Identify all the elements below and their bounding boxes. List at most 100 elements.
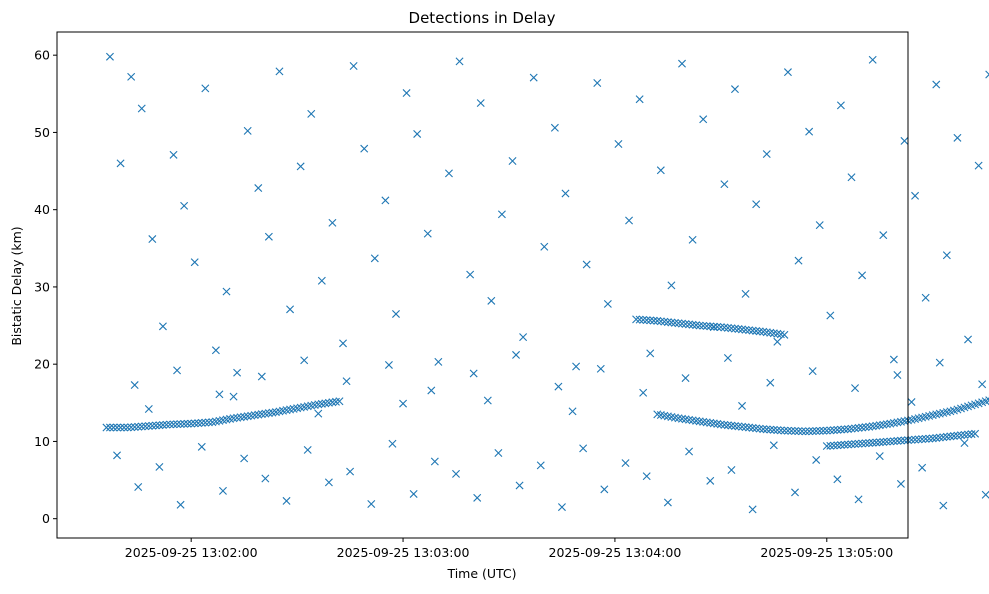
track-2-point [805,427,814,436]
clutter-point [730,85,739,94]
clutter-point [720,180,729,189]
clutter-point [303,445,312,454]
track-2-point [801,427,810,436]
clutter-point [985,70,989,79]
clutter-point [762,150,771,159]
track-1-point [187,419,196,428]
clutter-point [836,101,845,110]
x-tick-label: 2025-09-25 13:05:00 [760,545,893,560]
track-3-point [660,317,669,326]
track-2-point [738,422,747,431]
track-5-point [826,441,835,450]
clutter-point [494,449,503,458]
y-tick-label: 10 [34,434,50,449]
clutter-point [554,382,563,391]
clutter-point [391,309,400,318]
clutter-point [557,503,566,512]
clutter-point [466,270,475,279]
clutter-point [197,442,206,451]
clutter-point [444,169,453,178]
clutter-point [964,335,973,344]
clutter-point [738,401,747,410]
clutter-point [921,293,930,302]
data-marks [102,52,989,514]
track-2-point [815,426,824,435]
track-2-point [748,423,757,432]
track-1-point [130,423,139,432]
track-5-point [836,441,845,450]
track-2-point [787,426,796,435]
clutter-point [688,235,697,244]
clutter-point [858,271,867,280]
track-5-point [967,430,976,439]
track-2-point [836,425,845,434]
track-5-point [911,435,920,444]
track-2-point [819,426,828,435]
track-3-point [709,322,718,331]
clutter-point [621,459,630,468]
track-2-point [808,427,817,436]
clutter-point [367,500,376,508]
track-2-point [829,426,838,435]
clutter-point [932,80,941,89]
clutter-point [169,150,178,159]
track-1-point [127,423,136,432]
clutter-point [918,463,927,472]
clutter-point [476,99,485,108]
clutter-point [381,196,390,205]
track-2-point [769,425,778,434]
track-5-point [939,433,948,442]
x-axis-label: Time (UTC) [446,566,516,581]
track-1-point [102,423,111,432]
track-1-point [173,420,182,429]
plot-area-frame [56,31,909,539]
clutter-point [275,67,284,76]
clutter-point [360,144,369,153]
clutter-point [826,311,835,320]
clutter-point [370,254,379,263]
clutter-point [833,475,842,484]
track-2-point [755,424,764,433]
clutter-point [769,441,778,450]
track-3-point [720,323,729,332]
track-3-point [688,320,697,329]
clutter-point [603,299,612,308]
clutter-point [328,218,337,227]
track-5-point [914,435,923,444]
clutter-point [427,386,436,395]
track-1-point [194,419,203,428]
clutter-point [642,472,651,481]
clutter-point [699,115,708,124]
clutter-point [974,161,983,170]
track-5-point [851,440,860,448]
clutter-point [388,439,397,448]
clutter-point [593,78,602,87]
track-2-point [759,425,768,434]
clutter-point [515,481,524,490]
track-2-point [794,427,803,436]
clutter-point [900,136,909,145]
track-5-point [829,441,838,450]
track-2-point [745,423,754,432]
clutter-point [854,495,863,504]
clutter-point [240,454,249,463]
track-5-point [865,438,874,447]
clutter-point [978,380,987,389]
clutter-point [434,357,443,366]
track-1-point [166,420,174,429]
clutter-point [766,378,775,387]
track-3-point [649,316,658,325]
track-1-point [134,422,143,431]
track-2-point [822,426,831,435]
track-1-point [183,419,192,428]
clutter-point [752,200,761,209]
clutter-point [847,173,856,182]
track-3-point [667,318,676,327]
clutter-point [889,355,898,364]
clutter-point [222,287,231,296]
track-3-point [755,327,764,336]
clutter-point [144,405,153,413]
clutter-point [678,59,686,68]
track-2-point [861,423,870,432]
